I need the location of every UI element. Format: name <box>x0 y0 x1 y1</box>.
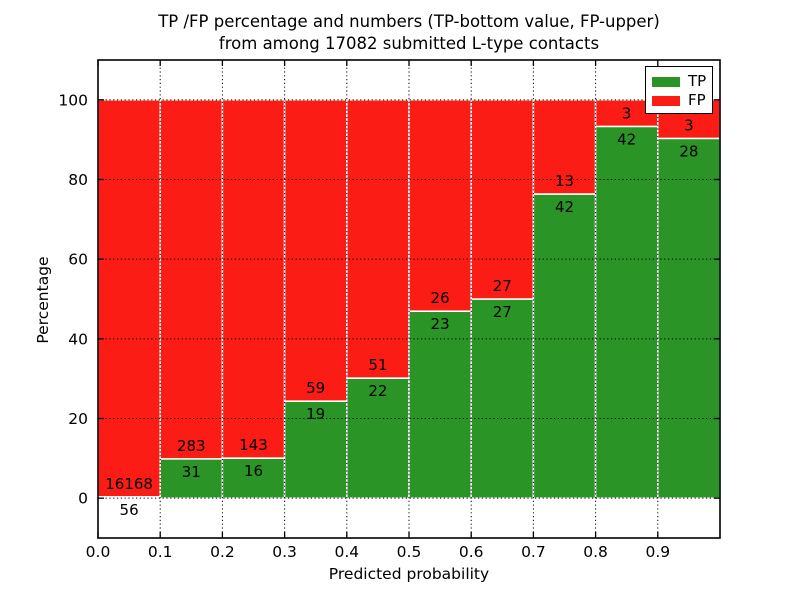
fp-count-label: 283 <box>177 437 206 455</box>
tp-count-label: 16 <box>244 462 263 480</box>
bar-fp <box>346 99 410 379</box>
tp-count-label: 42 <box>617 130 636 148</box>
fp-count-label: 59 <box>306 379 325 397</box>
chart-title-line1: TP /FP percentage and numbers (TP-bottom… <box>158 12 660 31</box>
y-tick-label: 20 <box>68 410 88 428</box>
tp-count-label: 56 <box>120 501 139 519</box>
x-tick-label: 0.8 <box>583 543 608 561</box>
x-tick-label: 0.2 <box>210 543 235 561</box>
y-tick-label: 80 <box>68 171 88 189</box>
legend-label-fp: FP <box>688 91 706 109</box>
fp-count-label: 13 <box>555 172 574 190</box>
bar-fp <box>159 99 224 460</box>
tp-count-label: 28 <box>679 142 698 160</box>
x-tick-label: 0.5 <box>397 543 422 561</box>
fp-count-label: 143 <box>239 436 268 454</box>
x-tick-label: 0.0 <box>86 543 111 561</box>
bar-tp <box>408 310 472 499</box>
bar-fp <box>283 99 348 402</box>
axes-border <box>97 59 721 539</box>
fp-count-label: 26 <box>431 289 450 307</box>
bar-fp <box>221 99 286 459</box>
legend-swatch-fp-icon <box>652 95 680 106</box>
tp-count-label: 31 <box>182 463 201 481</box>
x-tick-label: 0.7 <box>521 543 546 561</box>
tp-count-label: 22 <box>368 382 387 400</box>
x-tick-label: 0.9 <box>645 543 670 561</box>
x-axis-label: Predicted probability <box>328 565 490 583</box>
x-tick-label: 0.3 <box>272 543 297 561</box>
fp-count-label: 3 <box>622 104 632 122</box>
legend-entry-tp: TP <box>646 72 712 91</box>
chart-title: TP /FP percentage and numbers (TP-bottom… <box>98 11 720 55</box>
bar-fp <box>470 99 535 300</box>
legend-entry-fp: FP <box>646 91 712 110</box>
bar-tp <box>470 298 535 499</box>
x-tick-label: 0.6 <box>459 543 484 561</box>
bar-fp <box>408 99 472 312</box>
fp-count-label: 27 <box>493 277 512 295</box>
tp-count-label: 42 <box>555 198 574 216</box>
fp-count-label: 16168 <box>105 475 153 493</box>
fp-count-label: 3 <box>684 116 694 134</box>
y-tick-label: 60 <box>68 251 88 269</box>
chart-title-line2: from among 17082 submitted L-type contac… <box>218 34 600 53</box>
tp-count-label: 27 <box>493 303 512 321</box>
y-axis-label: Percentage <box>34 256 52 344</box>
y-tick-label: 0 <box>78 490 88 508</box>
bar-tp <box>657 137 721 499</box>
y-tick-label: 100 <box>58 91 88 109</box>
bar-fp <box>97 99 161 498</box>
bar-tp <box>594 125 659 499</box>
legend-swatch-tp-icon <box>652 76 680 87</box>
fp-count-label: 51 <box>368 356 387 374</box>
y-tick-label: 40 <box>68 330 88 348</box>
tp-count-label: 23 <box>431 315 450 333</box>
legend: TP FP <box>645 66 713 114</box>
x-tick-label: 0.4 <box>334 543 359 561</box>
legend-label-tp: TP <box>688 72 707 90</box>
tp-count-label: 19 <box>306 405 325 423</box>
x-tick-label: 0.1 <box>148 543 173 561</box>
bar-tp <box>532 193 597 499</box>
